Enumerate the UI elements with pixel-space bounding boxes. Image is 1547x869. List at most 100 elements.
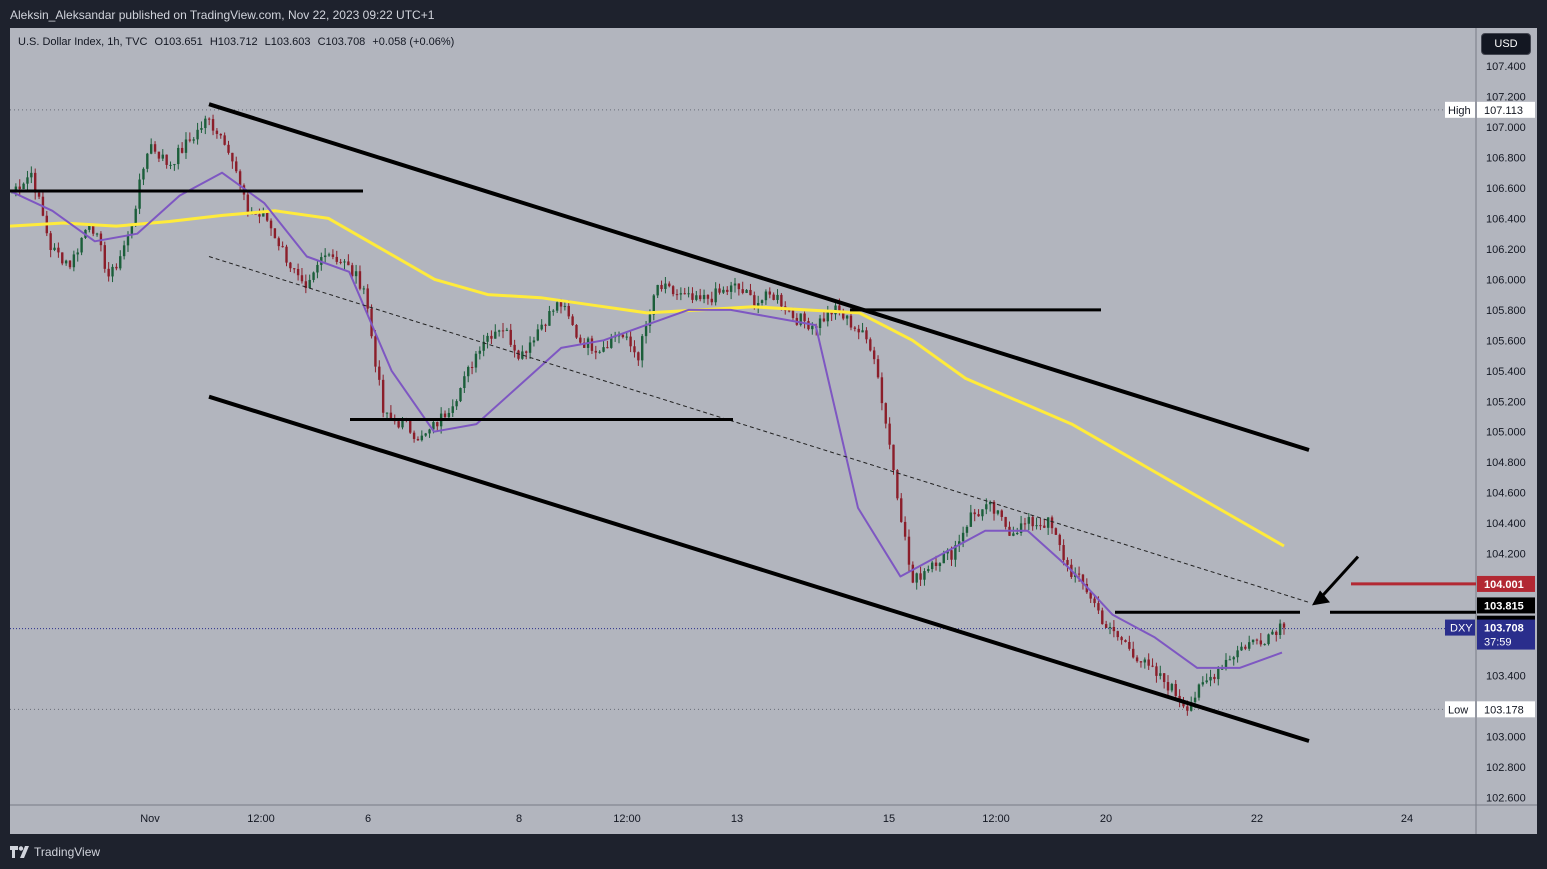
price-chart[interactable]: 107.400 107.200 107.000 106.800 106.600 106.4… [10, 28, 1537, 834]
candle-body [594, 350, 598, 353]
candle-body [204, 118, 207, 129]
candle-body [1139, 661, 1143, 663]
y-tick-label-9: 105.600 [1486, 335, 1526, 347]
candle-body [358, 271, 362, 289]
candle-body [1263, 644, 1266, 646]
candle-body [1159, 673, 1162, 676]
candle-body [675, 294, 679, 296]
candle-body [385, 412, 389, 414]
x-tick-label-9: 22 [1251, 813, 1263, 825]
candle-body [555, 302, 559, 311]
candle-body [285, 246, 288, 263]
y-tick-label-1: 107.200 [1486, 92, 1526, 104]
candle-body [76, 252, 79, 255]
candle-body [1019, 523, 1023, 533]
candle-body [540, 324, 543, 330]
candle-body [146, 153, 149, 169]
candle-body [942, 553, 945, 564]
candle-body [749, 289, 752, 296]
candle-body [996, 510, 1000, 514]
y-tick-label-16: 104.200 [1486, 549, 1526, 561]
level-a-label-bg [1477, 597, 1535, 614]
candle-body [938, 563, 942, 566]
candle-body [184, 139, 188, 153]
footer-brand: TradingView [10, 843, 100, 861]
candle-body [598, 351, 601, 353]
candle-body [262, 212, 265, 217]
candle-body [277, 238, 280, 247]
y-tick-label-7: 106.000 [1486, 274, 1526, 286]
high-label: High 107.113 [1445, 101, 1535, 118]
candle-body [1112, 626, 1116, 632]
candle-body [965, 526, 969, 533]
y-tick-label-14: 104.600 [1486, 488, 1526, 500]
candle-body [1205, 680, 1208, 683]
high-tag-text: High [1448, 105, 1471, 117]
candle-body [1236, 650, 1239, 658]
candle-body [900, 498, 903, 522]
candle-body [497, 330, 501, 332]
candle-body [1093, 598, 1096, 604]
candle-body [323, 255, 327, 258]
candle-body [61, 252, 64, 264]
candle-body [988, 501, 992, 505]
candle-body [811, 325, 814, 330]
candle-body [1077, 573, 1081, 575]
high-value-text: 107.113 [1484, 105, 1523, 117]
candle-body [992, 501, 996, 514]
y-tick-label-5: 106.400 [1486, 213, 1526, 225]
candle-body [443, 413, 447, 418]
currency-button[interactable]: USD [1481, 33, 1531, 55]
candle-body [1023, 523, 1027, 525]
channel-mid-dashed-line [208, 256, 1310, 603]
candle-body [231, 152, 234, 162]
candle-body [273, 228, 277, 239]
candle-body [490, 335, 493, 339]
legend-high: H103.712 [209, 36, 258, 48]
candle-body [293, 268, 296, 270]
candle-body [1170, 683, 1174, 691]
x-tick-label-5: 13 [731, 813, 743, 825]
footer-brand-text: TradingView [34, 845, 101, 859]
candle-body [173, 164, 176, 166]
candle-body [791, 310, 795, 318]
candle-body [818, 318, 822, 328]
candle-body [1143, 659, 1147, 663]
candle-body [134, 208, 137, 226]
candle-body [698, 295, 702, 300]
y-tick-label-11: 105.200 [1486, 396, 1526, 408]
price-axis [1476, 28, 1537, 834]
candle-body [474, 353, 478, 368]
y-tick-label-2: 107.000 [1486, 122, 1526, 134]
candle-body [478, 350, 482, 354]
candle-body [57, 247, 60, 253]
candle-body [969, 512, 973, 527]
candle-body [289, 262, 292, 269]
candle-body [532, 340, 536, 343]
candle-body [637, 352, 640, 361]
candle-body [536, 329, 540, 341]
candle-body [1039, 525, 1042, 527]
candle-body [1104, 624, 1108, 628]
candle-body [1062, 545, 1065, 560]
candle-body [95, 233, 99, 235]
candle-body [954, 545, 957, 560]
candle-body [235, 161, 238, 172]
candle-body [354, 271, 358, 277]
candle-body [838, 305, 841, 313]
candle-body [884, 403, 887, 424]
x-tick-label-3: 8 [516, 813, 522, 825]
candle-body [138, 179, 141, 209]
y-tick-label-10: 105.400 [1486, 366, 1526, 378]
chart-frame[interactable]: 107.400 107.200 107.000 106.800 106.600 106.4… [10, 28, 1537, 834]
candle-body [741, 289, 744, 293]
candle-body [409, 420, 412, 433]
candle-body [764, 291, 768, 301]
candle-body [1046, 517, 1050, 528]
y-tick-label-4: 106.600 [1486, 183, 1526, 195]
candle-body [1197, 684, 1201, 698]
candle-body [872, 350, 876, 360]
channel-lower-trendline [208, 394, 1310, 743]
legend-open: O103.651 [154, 36, 203, 48]
candle-body [726, 289, 729, 292]
